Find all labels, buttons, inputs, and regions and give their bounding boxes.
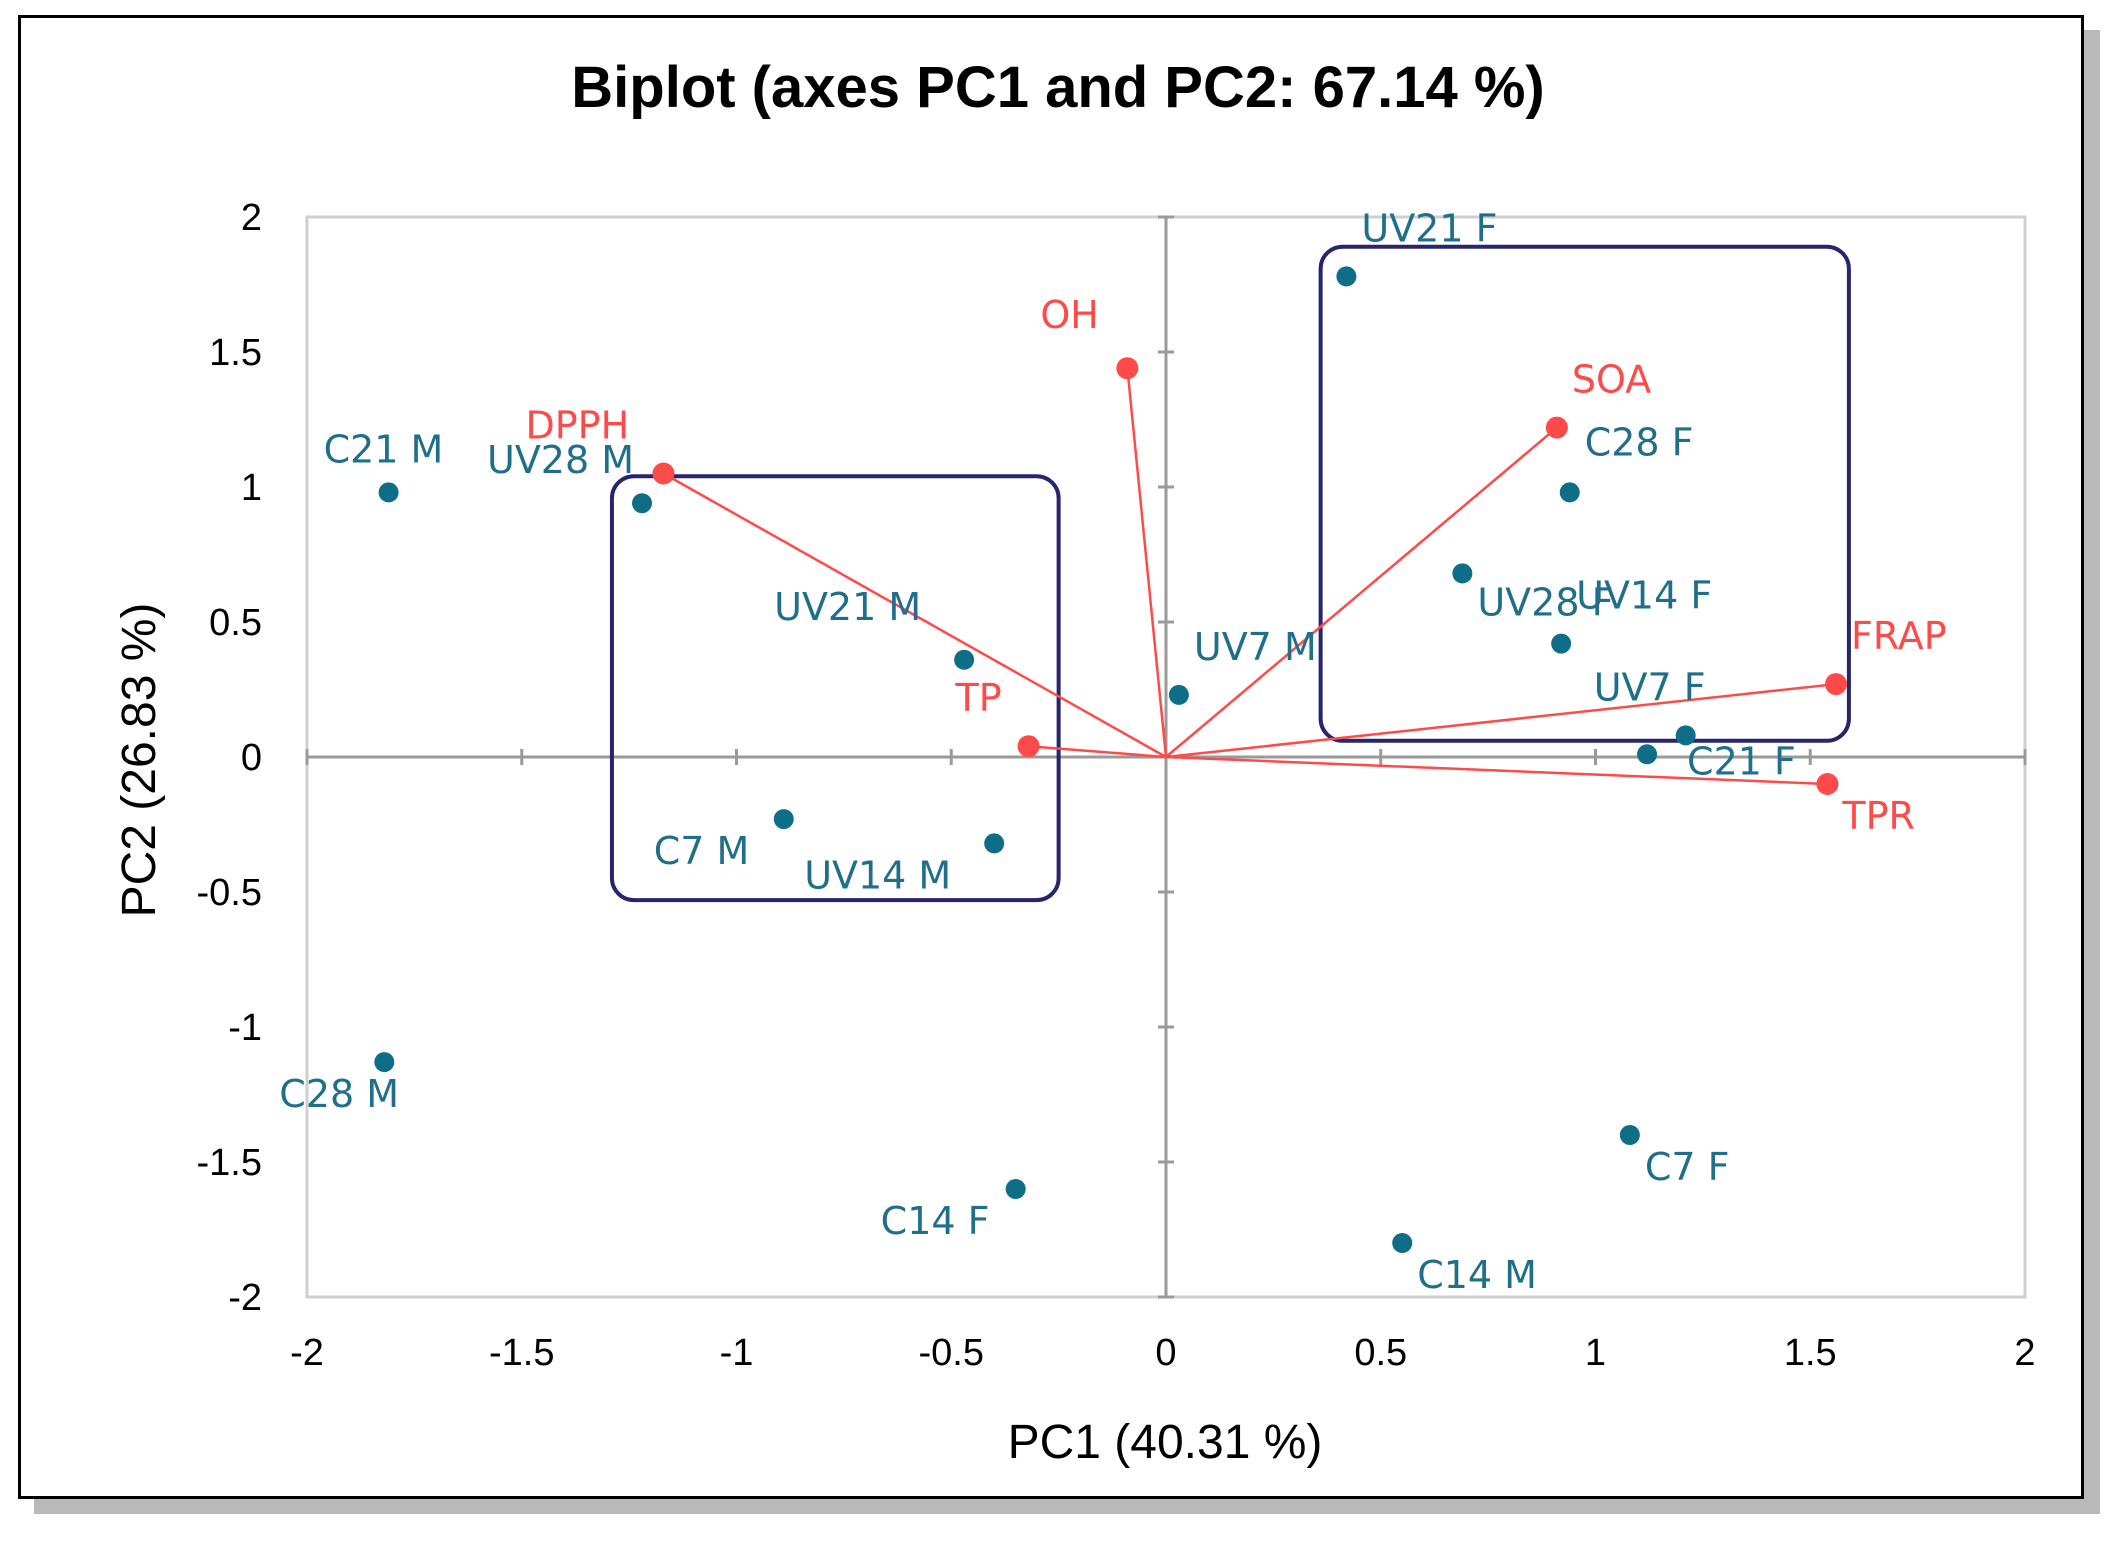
x-axis-title: PC1 (40.31 %) bbox=[1008, 1416, 1323, 1469]
y-axis-title: PC2 (26.83 %) bbox=[113, 603, 166, 918]
x-tick-label: 1.5 bbox=[1784, 1332, 1837, 1374]
variable-vector-line bbox=[1028, 744, 1167, 759]
observation-label: C21 M bbox=[324, 427, 444, 471]
variable-label: SOA bbox=[1572, 358, 1651, 402]
observation-point bbox=[1559, 482, 1580, 503]
variable-vector-line bbox=[662, 472, 1167, 759]
x-tick-label: 0 bbox=[1155, 1332, 1176, 1374]
observation-point bbox=[1005, 1179, 1026, 1199]
observation-point bbox=[632, 493, 653, 514]
tick-labels: -2 -1.5 -1 -0.5 0 0.5 1 1.5 2 2 1.5 1 0.5 0 -0.5 -1 -1.5… bbox=[197, 197, 2036, 1374]
observation-point bbox=[954, 649, 975, 670]
observation-point bbox=[984, 833, 1005, 854]
y-tick-label: -0.5 bbox=[197, 872, 262, 914]
observation-label: C7 M bbox=[654, 829, 750, 873]
variable-vector-line bbox=[1126, 368, 1168, 758]
variable-label: TP bbox=[955, 676, 1002, 720]
y-tick-label: 1 bbox=[241, 467, 262, 509]
variable-vector-line bbox=[1165, 426, 1558, 758]
observation-point bbox=[1551, 633, 1572, 654]
observation-label: UV14 F bbox=[1576, 574, 1712, 618]
observation-label: UV21 M bbox=[774, 585, 921, 629]
observation-label: C28 M bbox=[279, 1072, 399, 1116]
observation-label: C14 F bbox=[881, 1199, 990, 1243]
observation-label: UV7 F bbox=[1594, 665, 1706, 709]
variable-vector-line bbox=[1165, 755, 1828, 786]
group-box bbox=[1318, 244, 1851, 743]
variable-vectors bbox=[652, 357, 1848, 795]
x-tick-label: 2 bbox=[2014, 1332, 2035, 1374]
variable-point bbox=[652, 462, 675, 485]
variable-vector-line bbox=[1165, 682, 1837, 759]
x-tick-label: 1 bbox=[1585, 1332, 1606, 1374]
observation-label: C7 F bbox=[1645, 1145, 1730, 1189]
variable-point bbox=[1545, 416, 1568, 439]
observation-label: UV21 F bbox=[1361, 206, 1497, 250]
variable-point bbox=[1116, 357, 1139, 380]
x-tick-label: -1 bbox=[720, 1332, 754, 1374]
x-tick-label: -1.5 bbox=[489, 1332, 554, 1374]
group-boxes bbox=[609, 244, 1851, 903]
observation-label: UV28 M bbox=[487, 438, 634, 482]
observation-label: UV14 M bbox=[804, 853, 951, 897]
y-tick-label: 1.5 bbox=[209, 332, 262, 374]
observation-point bbox=[1168, 684, 1189, 705]
y-tick-label: 2 bbox=[241, 197, 262, 239]
x-tick-label: 0.5 bbox=[1354, 1332, 1407, 1374]
observation-point bbox=[773, 809, 794, 830]
y-tick-label: -1 bbox=[228, 1007, 262, 1049]
observation-point bbox=[1452, 563, 1473, 584]
y-tick-label: 0.5 bbox=[209, 602, 262, 644]
observation-points bbox=[374, 266, 1696, 1253]
y-tick-label: 0 bbox=[241, 737, 262, 779]
x-tick-label: -2 bbox=[290, 1332, 324, 1374]
observation-label: C28 F bbox=[1585, 420, 1694, 464]
x-tick-label: -0.5 bbox=[919, 1332, 984, 1374]
chart-title: Biplot (axes PC1 and PC2: 67.14 %) bbox=[571, 55, 1544, 120]
observation-label: C14 M bbox=[1417, 1253, 1537, 1297]
y-tick-label: -2 bbox=[228, 1277, 262, 1319]
observation-point bbox=[1336, 266, 1357, 287]
observation-point bbox=[1637, 744, 1658, 765]
y-tick-label: -1.5 bbox=[197, 1142, 262, 1184]
variable-label: DPPH bbox=[525, 404, 629, 448]
variable-label: OH bbox=[1040, 293, 1098, 337]
variable-point bbox=[1017, 735, 1040, 758]
observation-label: UV28 F bbox=[1477, 580, 1613, 624]
observation-point bbox=[374, 1052, 395, 1073]
observation-point bbox=[378, 482, 399, 503]
variable-point bbox=[1825, 673, 1848, 696]
observation-label: C21 F bbox=[1687, 739, 1796, 783]
group-box bbox=[609, 474, 1061, 903]
observation-label: UV7 M bbox=[1194, 625, 1317, 669]
observation-point bbox=[1392, 1233, 1413, 1253]
variable-point bbox=[1816, 773, 1839, 795]
observation-point bbox=[1675, 725, 1696, 746]
variable-label: FRAP bbox=[1851, 614, 1947, 658]
observation-point bbox=[1619, 1125, 1640, 1145]
variable-label: TPR bbox=[1841, 794, 1915, 838]
